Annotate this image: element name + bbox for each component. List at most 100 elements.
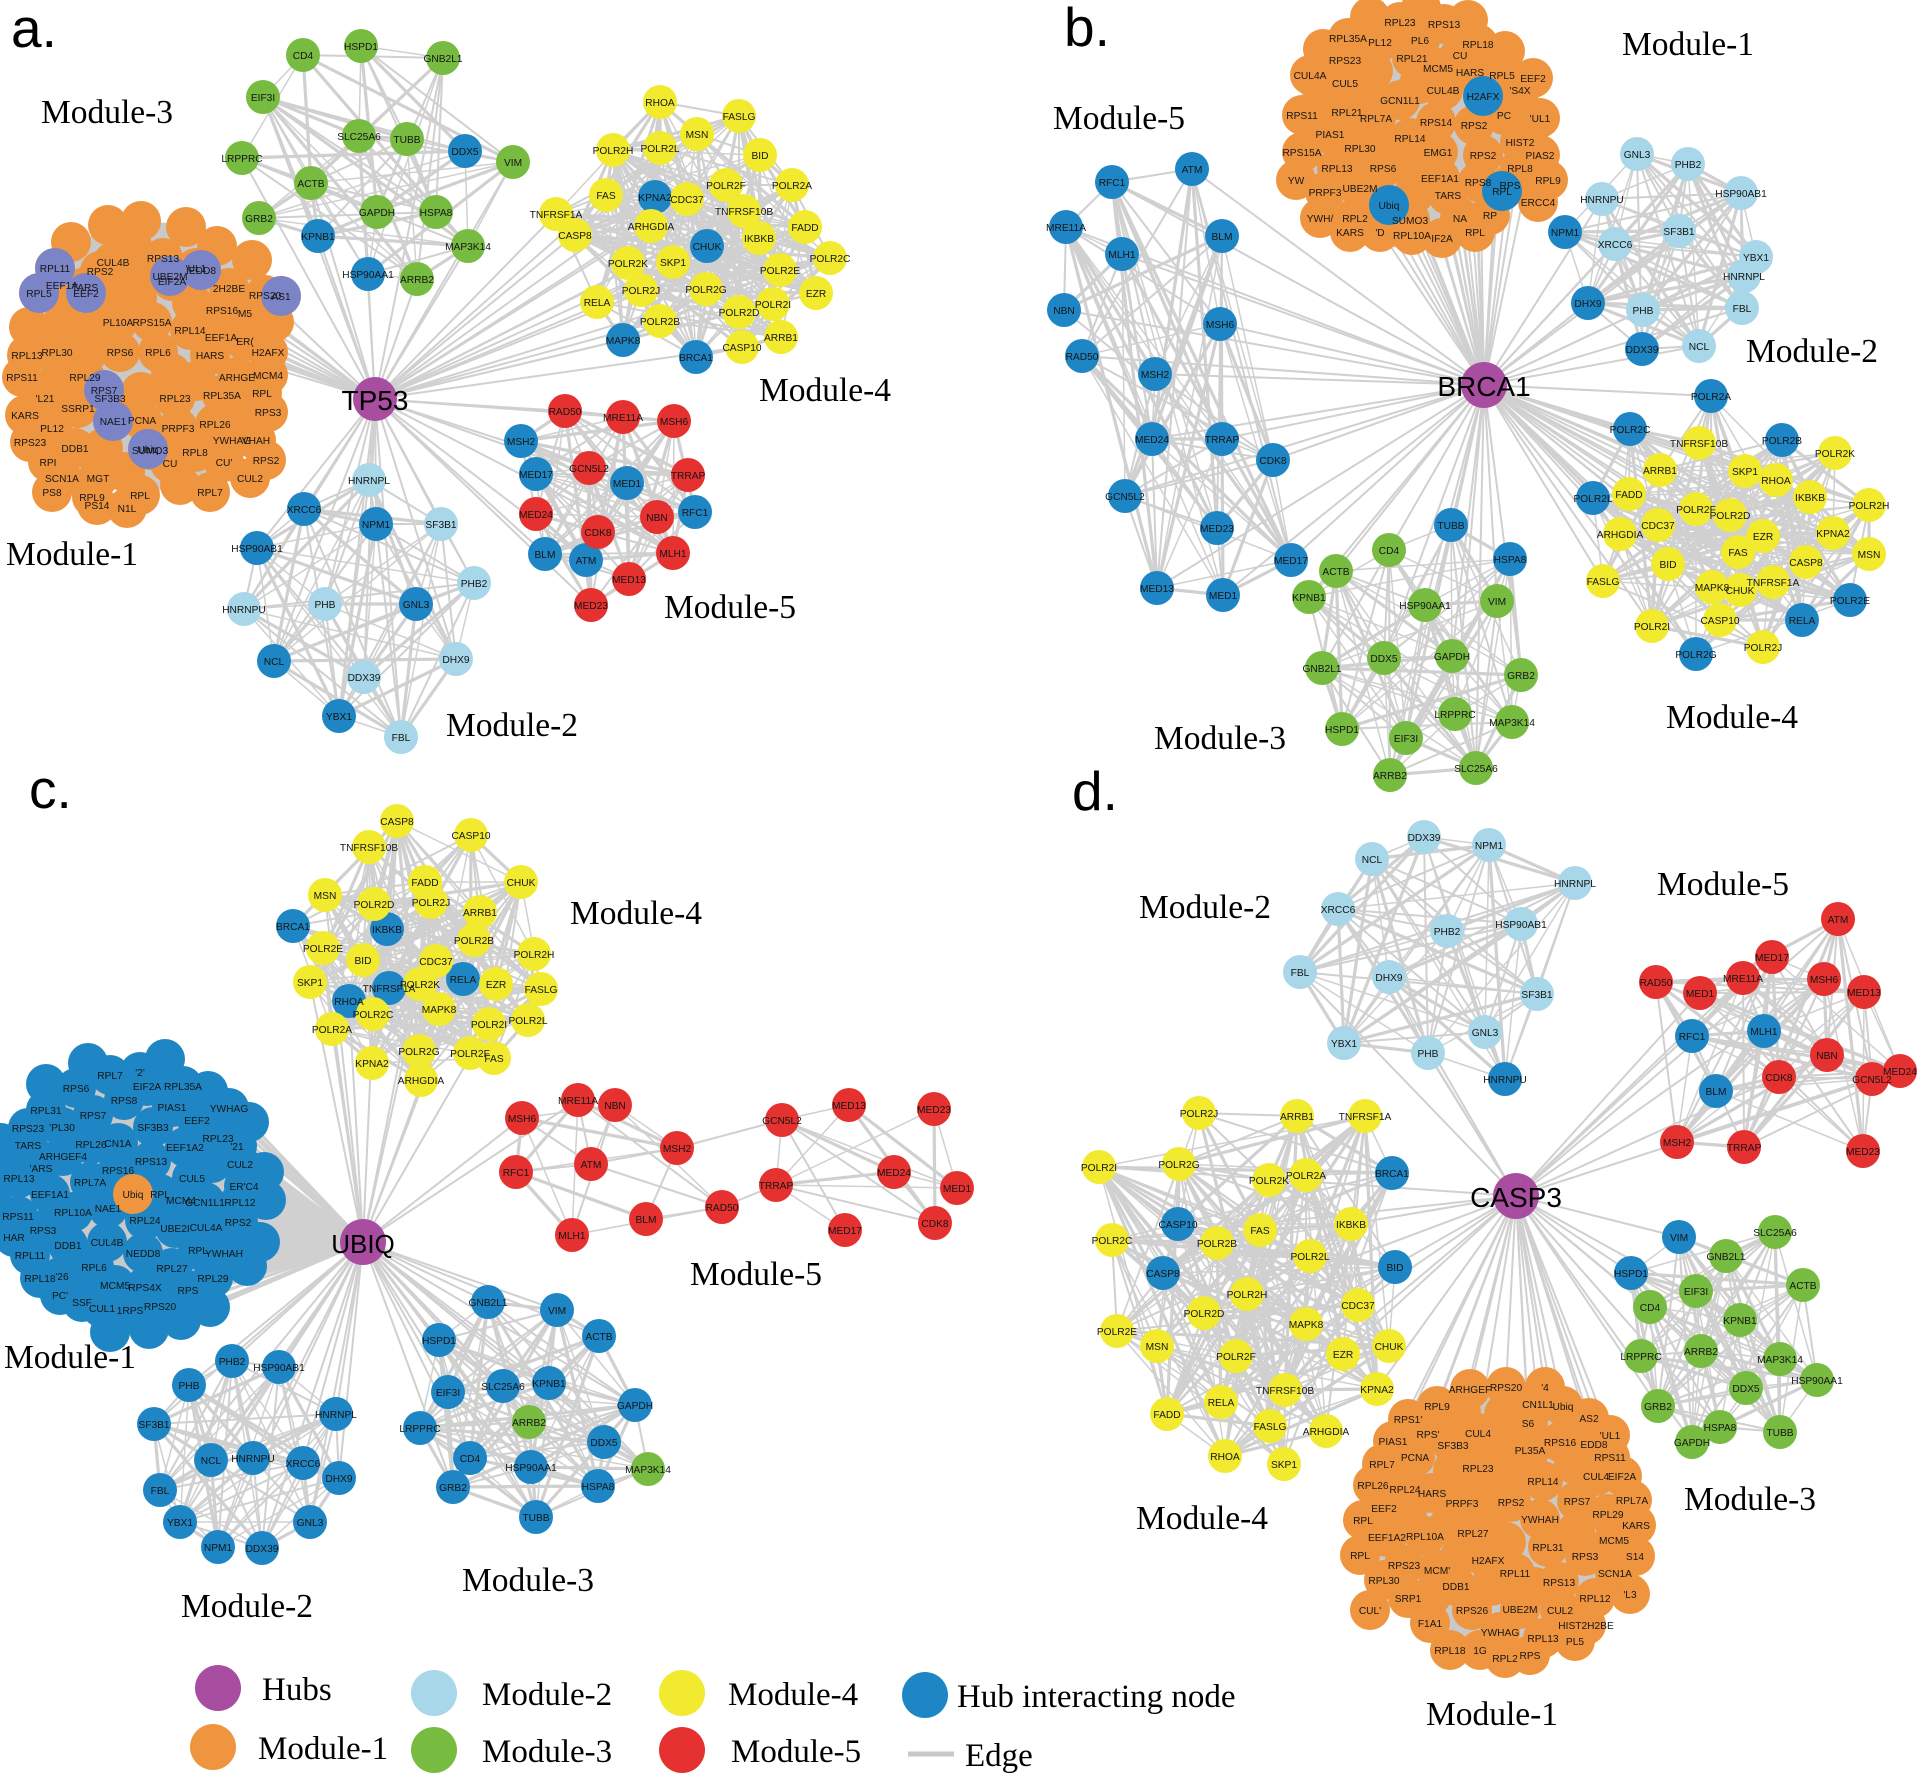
svg-text:HARS: HARS bbox=[196, 351, 225, 362]
svg-text:RPL26: RPL26 bbox=[1357, 1481, 1388, 1492]
svg-text:RPL5: RPL5 bbox=[26, 289, 52, 300]
svg-text:XRCC6: XRCC6 bbox=[1321, 905, 1356, 916]
svg-text:S6: S6 bbox=[1522, 1419, 1535, 1430]
svg-text:CASP3: CASP3 bbox=[1470, 1182, 1562, 1213]
svg-text:VIM: VIM bbox=[1670, 1233, 1688, 1244]
svg-text:KPNA2: KPNA2 bbox=[1360, 1385, 1394, 1396]
svg-text:AS2: AS2 bbox=[1579, 1414, 1599, 1425]
svg-text:RFC1: RFC1 bbox=[503, 1168, 530, 1179]
svg-text:POLR2I: POLR2I bbox=[471, 1020, 507, 1031]
svg-text:Module-1: Module-1 bbox=[258, 1731, 388, 1767]
svg-text:SF3B1: SF3B1 bbox=[1663, 227, 1694, 238]
svg-text:RPS6: RPS6 bbox=[107, 348, 134, 359]
svg-text:MCM5: MCM5 bbox=[1599, 1536, 1629, 1547]
svg-text:RPS16: RPS16 bbox=[206, 306, 239, 317]
svg-text:PHB: PHB bbox=[315, 600, 336, 611]
svg-text:H2AFX: H2AFX bbox=[1472, 1556, 1505, 1567]
svg-text:POLR2G: POLR2G bbox=[1675, 650, 1716, 661]
svg-text:EEF1A: EEF1A bbox=[205, 333, 237, 344]
svg-text:HIST2H2BE: HIST2H2BE bbox=[1558, 1621, 1614, 1632]
svg-text:GNL3: GNL3 bbox=[297, 1518, 324, 1529]
svg-text:POLR2J: POLR2J bbox=[622, 286, 661, 297]
svg-text:RPS: RPS bbox=[1520, 1651, 1541, 1662]
svg-text:Module-2: Module-2 bbox=[482, 1677, 612, 1713]
svg-text:CD4: CD4 bbox=[460, 1454, 481, 1465]
svg-text:1G: 1G bbox=[1473, 1646, 1487, 1657]
svg-text:POLR2D: POLR2D bbox=[1710, 511, 1751, 522]
svg-text:FADD: FADD bbox=[411, 878, 438, 889]
svg-text:RPS11: RPS11 bbox=[6, 373, 38, 384]
svg-text:MLH1: MLH1 bbox=[1108, 250, 1136, 261]
svg-text:GCN5L2: GCN5L2 bbox=[569, 464, 609, 475]
svg-text:CDC37: CDC37 bbox=[670, 195, 704, 206]
svg-text:RPL10A: RPL10A bbox=[1393, 231, 1431, 242]
svg-text:PL6: PL6 bbox=[1411, 36, 1429, 47]
svg-text:TRRAP: TRRAP bbox=[759, 1181, 794, 1192]
svg-text:KARS: KARS bbox=[1336, 228, 1364, 239]
svg-text:GNB2L1: GNB2L1 bbox=[1706, 1252, 1745, 1263]
svg-text:CASP10: CASP10 bbox=[1700, 616, 1739, 627]
svg-text:RPS2: RPS2 bbox=[1498, 1498, 1525, 1509]
svg-text:Module-4: Module-4 bbox=[728, 1677, 858, 1713]
svg-text:'PL30: 'PL30 bbox=[49, 1123, 75, 1134]
svg-text:POLR2J: POLR2J bbox=[412, 898, 451, 909]
svg-text:Module-4: Module-4 bbox=[570, 895, 702, 932]
svg-text:IEDD8: IEDD8 bbox=[186, 266, 216, 277]
svg-text:CASP10: CASP10 bbox=[451, 831, 490, 842]
svg-text:RPS': RPS' bbox=[1417, 1430, 1440, 1441]
svg-text:CDC37: CDC37 bbox=[1341, 1301, 1375, 1312]
svg-text:RPL23: RPL23 bbox=[1384, 18, 1415, 29]
svg-text:PS8: PS8 bbox=[42, 488, 62, 499]
svg-text:VIM: VIM bbox=[548, 1306, 566, 1317]
svg-text:FBL: FBL bbox=[1733, 304, 1752, 315]
svg-text:ARHGDIA: ARHGDIA bbox=[398, 1076, 445, 1087]
svg-text:MCM4: MCM4 bbox=[253, 371, 283, 382]
svg-text:RELA: RELA bbox=[1789, 616, 1816, 627]
svg-text:DDX5: DDX5 bbox=[590, 1438, 618, 1449]
svg-text:CN1A: CN1A bbox=[104, 1139, 131, 1150]
svg-text:GNL3: GNL3 bbox=[1624, 150, 1651, 161]
svg-text:DDB1: DDB1 bbox=[1442, 1582, 1470, 1593]
svg-text:RPL30: RPL30 bbox=[1344, 144, 1375, 155]
svg-text:PCNA: PCNA bbox=[128, 416, 157, 427]
svg-text:Ubiq: Ubiq bbox=[138, 445, 159, 456]
svg-text:TUBB: TUBB bbox=[522, 1513, 549, 1524]
svg-text:CUL4: CUL4 bbox=[1583, 1472, 1609, 1483]
svg-text:ARRB1: ARRB1 bbox=[1643, 466, 1677, 477]
svg-text:SSRP1: SSRP1 bbox=[61, 404, 95, 415]
svg-text:POLR2B: POLR2B bbox=[640, 317, 680, 328]
svg-text:'L3: 'L3 bbox=[1623, 1590, 1637, 1601]
svg-text:YWHAH: YWHAH bbox=[205, 1249, 243, 1260]
svg-text:'S4X: 'S4X bbox=[1509, 86, 1530, 97]
svg-text:Ubiq: Ubiq bbox=[1379, 201, 1400, 212]
svg-text:MGT: MGT bbox=[87, 474, 110, 485]
svg-text:AS1: AS1 bbox=[271, 292, 291, 303]
svg-text:CU': CU' bbox=[216, 458, 233, 469]
svg-text:MSH2: MSH2 bbox=[1141, 370, 1170, 381]
svg-text:PIAS1: PIAS1 bbox=[158, 1103, 187, 1114]
svg-text:'21: '21 bbox=[230, 1142, 244, 1153]
svg-text:TNFRSF10B: TNFRSF10B bbox=[340, 843, 399, 854]
svg-text:MSN: MSN bbox=[1858, 550, 1881, 561]
svg-text:Module-1: Module-1 bbox=[4, 1339, 136, 1376]
svg-text:SKP1: SKP1 bbox=[1271, 1460, 1297, 1471]
svg-text:RPL14: RPL14 bbox=[1394, 134, 1425, 145]
svg-text:DDX39: DDX39 bbox=[246, 1544, 279, 1555]
svg-text:CASP8: CASP8 bbox=[380, 817, 414, 828]
svg-text:EZR: EZR bbox=[486, 980, 506, 991]
svg-text:YBX1: YBX1 bbox=[1331, 1039, 1357, 1050]
svg-text:'UL1: 'UL1 bbox=[1530, 114, 1551, 125]
svg-text:EEF1A1: EEF1A1 bbox=[1421, 174, 1459, 185]
svg-text:POLR2A: POLR2A bbox=[772, 181, 812, 192]
svg-text:POLR2B: POLR2B bbox=[454, 936, 494, 947]
svg-text:TNFRSF10B: TNFRSF10B bbox=[1670, 439, 1729, 450]
svg-text:HNRNPU: HNRNPU bbox=[1483, 1075, 1527, 1086]
svg-text:NBN: NBN bbox=[646, 513, 668, 524]
svg-text:PRPF3: PRPF3 bbox=[1446, 1499, 1479, 1510]
svg-text:RPS16: RPS16 bbox=[102, 1166, 135, 1177]
svg-text:RPS13: RPS13 bbox=[147, 254, 180, 265]
svg-text:RAD50: RAD50 bbox=[1640, 978, 1673, 989]
svg-text:MED23: MED23 bbox=[574, 601, 608, 612]
svg-text:TUBB: TUBB bbox=[1766, 1428, 1793, 1439]
svg-text:EIF2A: EIF2A bbox=[158, 277, 187, 288]
